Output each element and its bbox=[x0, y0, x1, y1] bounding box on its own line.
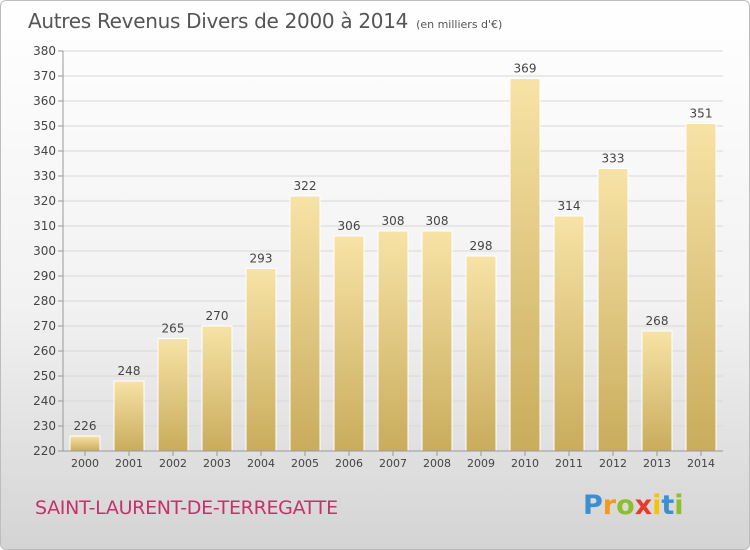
y-tick-label: 250 bbox=[33, 369, 56, 383]
chart-unit: (en milliers d'€) bbox=[416, 18, 503, 31]
x-tick-label: 2004 bbox=[247, 457, 275, 470]
y-tick-label: 310 bbox=[33, 219, 56, 233]
data-label: 308 bbox=[426, 214, 449, 228]
y-tick-label: 350 bbox=[33, 119, 56, 133]
data-label: 298 bbox=[470, 239, 493, 253]
commune-name: SAINT-LAURENT-DE-TERREGATTE bbox=[35, 497, 338, 519]
bar bbox=[245, 268, 277, 452]
logo-letter: t bbox=[661, 490, 675, 521]
y-tick-label: 320 bbox=[33, 194, 56, 208]
data-label: 322 bbox=[294, 179, 317, 193]
data-label: 369 bbox=[514, 62, 537, 76]
x-tick-label: 2001 bbox=[115, 457, 143, 470]
x-tick-label: 2009 bbox=[467, 457, 495, 470]
x-tick-label: 2013 bbox=[643, 457, 671, 470]
y-tick-label: 330 bbox=[33, 169, 56, 183]
y-tick-label: 220 bbox=[33, 444, 56, 458]
data-label: 268 bbox=[646, 314, 669, 328]
y-tick-label: 300 bbox=[33, 244, 56, 258]
bar bbox=[157, 338, 189, 452]
x-tick-label: 2011 bbox=[555, 457, 583, 470]
data-label: 293 bbox=[250, 252, 273, 266]
bar bbox=[465, 255, 497, 452]
data-label: 351 bbox=[690, 107, 713, 121]
bar bbox=[685, 123, 717, 452]
x-tick-label: 2014 bbox=[687, 457, 715, 470]
data-label: 333 bbox=[602, 152, 625, 166]
logo-letter: P bbox=[583, 490, 603, 521]
bar bbox=[289, 195, 321, 452]
logo-letter: r bbox=[602, 490, 617, 521]
bar bbox=[333, 235, 365, 452]
chart-title: Autres Revenus Divers de 2000 à 2014 bbox=[28, 9, 409, 33]
y-tick-label: 340 bbox=[33, 144, 56, 158]
x-tick-label: 2008 bbox=[423, 457, 451, 470]
bar bbox=[201, 325, 233, 452]
y-tick-label: 370 bbox=[33, 69, 56, 83]
data-label: 248 bbox=[118, 364, 141, 378]
bar bbox=[113, 380, 145, 452]
y-tick-label: 280 bbox=[33, 294, 56, 308]
x-tick-label: 2010 bbox=[511, 457, 539, 470]
proxiti-logo[interactable]: Proxiti bbox=[583, 490, 684, 521]
bar bbox=[377, 230, 409, 452]
bar bbox=[69, 435, 101, 452]
y-tick-label: 260 bbox=[33, 344, 56, 358]
bar-layer: 226 248 265 270 293 322 306 308 308 298 369 314 333 2… bbox=[69, 62, 717, 452]
x-tick-label: 2002 bbox=[159, 457, 187, 470]
x-tick-label: 2000 bbox=[71, 457, 99, 470]
x-tick-label: 2012 bbox=[599, 457, 627, 470]
bar bbox=[597, 168, 629, 452]
data-label: 314 bbox=[558, 199, 581, 213]
logo-letter: x bbox=[634, 490, 653, 521]
data-label: 226 bbox=[74, 419, 97, 433]
y-tick-label: 270 bbox=[33, 319, 56, 333]
data-label: 265 bbox=[162, 322, 185, 336]
y-tick-label: 380 bbox=[33, 44, 56, 58]
data-label: 308 bbox=[382, 214, 405, 228]
bar bbox=[553, 215, 585, 452]
bar bbox=[421, 230, 453, 452]
y-tick-label: 290 bbox=[33, 269, 56, 283]
logo-letter: o bbox=[616, 490, 635, 521]
axis-layer: 220 230 240 250 260 270 280 290 300 310 320 330 340 3… bbox=[33, 44, 723, 470]
x-tick-label: 2006 bbox=[335, 457, 363, 470]
bar bbox=[641, 330, 673, 452]
bar bbox=[509, 78, 541, 452]
data-label: 270 bbox=[206, 309, 229, 323]
logo-letter: i bbox=[652, 490, 662, 521]
y-tick-label: 240 bbox=[33, 394, 56, 408]
x-tick-label: 2003 bbox=[203, 457, 231, 470]
y-tick-label: 230 bbox=[33, 419, 56, 433]
x-tick-label: 2005 bbox=[291, 457, 319, 470]
chart-title-block: Autres Revenus Divers de 2000 à 2014 (en … bbox=[28, 9, 502, 33]
logo-letter: i bbox=[674, 490, 684, 521]
x-tick-label: 2007 bbox=[379, 457, 407, 470]
data-label: 306 bbox=[338, 219, 361, 233]
y-tick-label: 360 bbox=[33, 94, 56, 108]
